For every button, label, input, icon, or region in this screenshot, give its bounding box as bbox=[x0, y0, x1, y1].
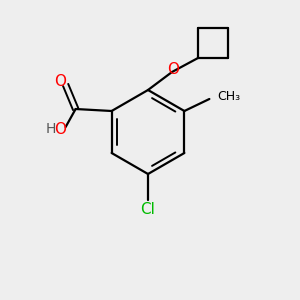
Text: O: O bbox=[54, 74, 66, 88]
Text: O: O bbox=[54, 122, 66, 136]
Text: Cl: Cl bbox=[141, 202, 155, 217]
Text: CH₃: CH₃ bbox=[218, 91, 241, 103]
Text: O: O bbox=[167, 62, 179, 77]
Text: H: H bbox=[45, 122, 56, 136]
